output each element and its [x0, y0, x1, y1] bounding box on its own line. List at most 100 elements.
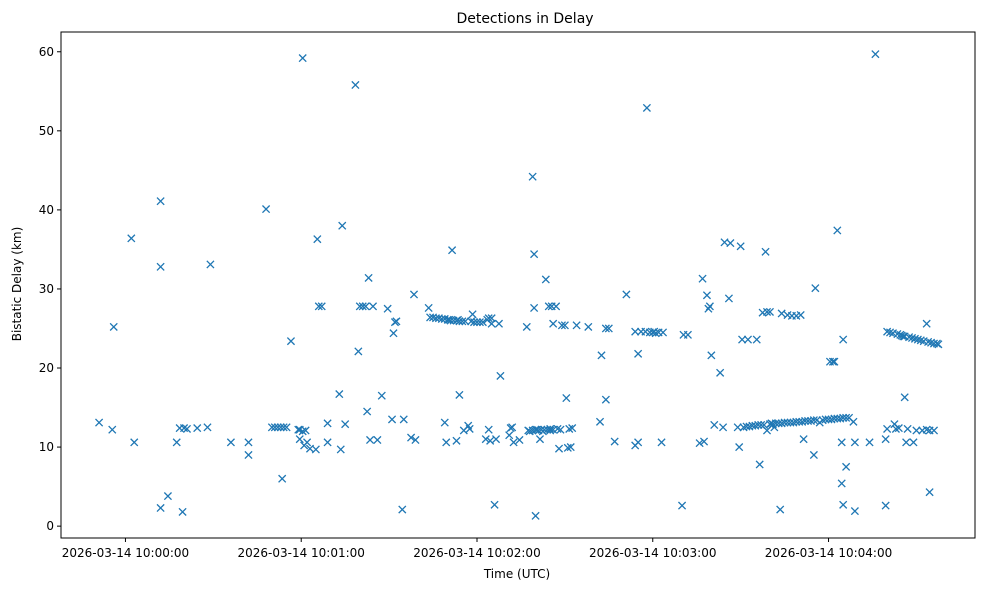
data-point-46	[341, 420, 350, 429]
data-point-252	[865, 438, 874, 447]
data-point-100	[486, 436, 495, 445]
data-point-36	[298, 54, 307, 63]
data-point-289	[546, 426, 555, 435]
data-point-150	[604, 324, 613, 333]
data-point-221	[799, 435, 808, 444]
data-point-193	[754, 420, 763, 430]
data-point-107	[505, 431, 514, 440]
data-point-275	[913, 335, 922, 344]
data-point-231	[821, 415, 830, 424]
x-axis-title: Time (UTC)	[483, 567, 550, 581]
data-point-20	[262, 205, 271, 214]
data-point-293	[445, 315, 454, 324]
data-point-75	[440, 418, 449, 427]
y-tick-label: 30	[39, 282, 54, 296]
data-point-76	[442, 438, 451, 447]
data-point-276	[916, 336, 925, 345]
data-point-118	[530, 303, 539, 312]
data-point-8	[163, 492, 172, 501]
data-point-156	[634, 438, 643, 447]
data-point-147	[597, 351, 606, 360]
data-point-92	[469, 318, 479, 327]
data-point-181	[726, 239, 735, 248]
data-point-219	[796, 310, 805, 320]
data-point-267	[900, 393, 909, 402]
data-point-243	[839, 413, 848, 422]
plot-background	[61, 32, 975, 538]
data-point-49	[355, 302, 364, 311]
data-point-152	[622, 290, 631, 299]
data-point-290	[538, 427, 547, 436]
data-point-168	[683, 330, 692, 339]
data-point-273	[910, 334, 920, 343]
data-point-137	[557, 321, 567, 330]
data-point-11	[178, 507, 187, 516]
data-point-59	[387, 415, 397, 424]
data-point-63	[398, 505, 407, 514]
data-point-185	[738, 335, 747, 344]
data-point-226	[809, 416, 818, 425]
data-point-171	[699, 437, 709, 446]
data-point-42	[323, 419, 332, 428]
data-point-285	[929, 426, 939, 435]
data-point-176	[710, 420, 719, 430]
data-point-67	[411, 435, 420, 445]
data-point-95	[478, 318, 487, 327]
data-point-210	[780, 418, 789, 427]
data-point-274	[912, 426, 921, 435]
data-point-106	[496, 371, 505, 380]
data-point-26	[282, 423, 291, 432]
data-point-212	[783, 418, 792, 427]
data-point-116	[528, 172, 537, 181]
data-point-145	[584, 322, 593, 331]
data-point-60	[389, 329, 398, 338]
data-point-271	[907, 333, 917, 343]
data-point-23	[273, 423, 282, 432]
data-point-198	[761, 247, 770, 256]
data-point-254	[881, 501, 890, 510]
data-point-183	[735, 443, 744, 452]
data-point-151	[610, 437, 619, 446]
data-point-56	[373, 435, 382, 445]
data-point-79	[448, 246, 457, 255]
data-point-43	[335, 390, 344, 399]
data-point-94	[475, 318, 484, 327]
data-point-38	[313, 235, 322, 244]
data-point-25	[279, 423, 288, 432]
plot-frame	[60, 31, 976, 539]
data-point-51	[361, 302, 370, 311]
data-point-134	[553, 424, 562, 433]
data-point-263	[894, 424, 903, 433]
data-point-111	[515, 435, 524, 445]
data-point-103	[490, 500, 499, 509]
data-point-170	[698, 274, 707, 283]
data-point-140	[563, 443, 572, 452]
data-point-102	[487, 319, 496, 328]
data-point-139	[562, 393, 571, 403]
data-point-37	[311, 445, 320, 454]
y-axis-title: Bistatic Delay (km)	[10, 227, 24, 342]
data-point-64	[399, 415, 408, 424]
data-point-165	[658, 328, 668, 337]
data-point-18	[244, 450, 253, 460]
data-point-54	[366, 435, 375, 445]
data-point-117	[530, 250, 539, 259]
data-point-241	[837, 438, 846, 447]
data-point-40	[317, 302, 326, 311]
y-tick-label: 40	[39, 203, 54, 217]
data-point-126	[541, 275, 550, 284]
data-point-227	[811, 284, 820, 293]
data-point-4	[130, 438, 139, 447]
data-point-16	[206, 260, 215, 269]
data-point-62	[392, 317, 401, 326]
data-point-253	[871, 50, 880, 59]
data-point-129	[546, 424, 555, 433]
data-point-2	[109, 322, 118, 331]
data-point-295	[767, 419, 776, 428]
data-point-294	[650, 327, 659, 336]
data-point-255	[881, 435, 890, 444]
x-tick-label: 2026-03-14 10:02:00	[413, 546, 540, 560]
data-point-251	[850, 438, 859, 447]
data-point-50	[358, 302, 367, 311]
